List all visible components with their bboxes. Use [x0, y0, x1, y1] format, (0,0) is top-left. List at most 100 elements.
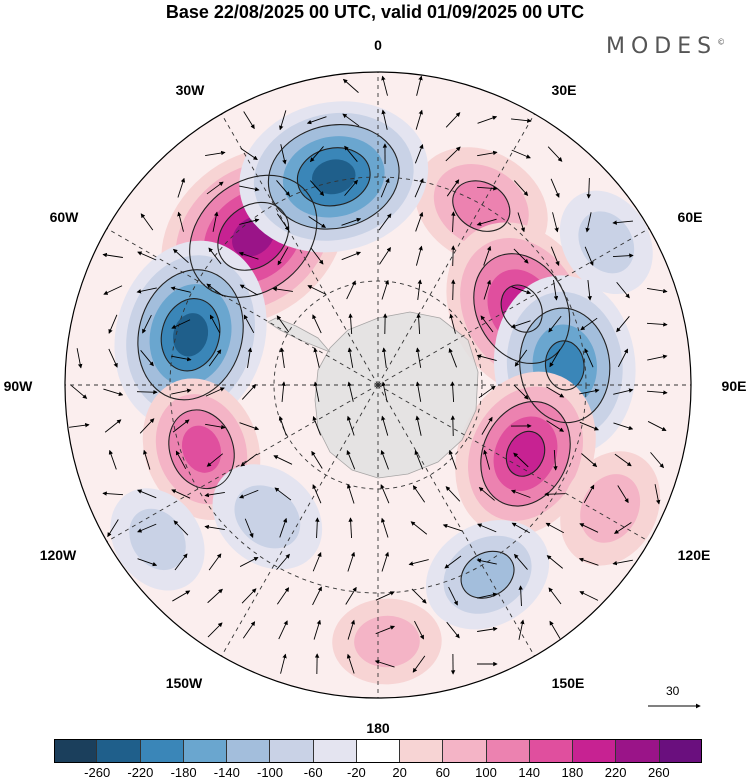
wind-arrow	[514, 553, 528, 570]
wind-arrow	[414, 450, 424, 470]
wind-arrow	[477, 115, 498, 124]
wind-arrow	[346, 483, 355, 504]
label-lon-30e: 30E	[552, 82, 577, 98]
wind-arrow	[415, 211, 424, 232]
wind-arrow	[205, 387, 225, 397]
wind-arrow	[414, 620, 424, 640]
wind-arrow	[276, 315, 290, 333]
wind-arrow	[480, 315, 494, 333]
wind-arrow	[613, 422, 634, 431]
wind-arrow	[381, 347, 387, 368]
wind-arrow	[478, 487, 495, 501]
label-lon-120w: 120W	[40, 547, 77, 563]
wind-arrow	[209, 314, 221, 334]
wind-arrow	[616, 315, 630, 333]
contour-line	[544, 340, 585, 391]
anomaly-level	[181, 425, 222, 473]
wind-arrow	[208, 349, 222, 367]
wind-arrow	[410, 521, 428, 535]
anomaly-neg-60w-90w	[114, 240, 267, 429]
wind-arrow	[207, 622, 223, 638]
colorbar-swatch	[313, 739, 357, 763]
wind-arrow	[137, 523, 157, 533]
wind-arrow	[312, 314, 322, 334]
wind-arrow	[140, 213, 154, 231]
wind-arrow	[650, 452, 664, 469]
wind-arrow	[448, 586, 458, 606]
wind-arrow	[581, 453, 598, 468]
wind-arrow	[477, 523, 497, 533]
wind-arrow	[448, 347, 457, 368]
colorbar	[54, 739, 702, 763]
wind-arrow	[175, 450, 187, 470]
wind-arrow	[312, 415, 322, 436]
wind-arrow	[204, 491, 225, 498]
wind-arrow	[415, 245, 423, 266]
wind-arrow	[481, 416, 493, 435]
wind-arrow	[412, 655, 426, 673]
wind-arrow	[549, 349, 561, 368]
label-lon-30w: 30W	[176, 82, 206, 98]
wind-arrow	[247, 347, 253, 368]
colorbar-tick-label: -260	[84, 765, 111, 780]
wind-arrow	[579, 421, 599, 431]
wind-arrow	[510, 489, 531, 498]
wind-arrow	[416, 75, 423, 96]
wind-arrow	[513, 180, 529, 196]
contour-line	[267, 123, 400, 230]
wind-arrow	[239, 284, 258, 296]
wind-arrow	[375, 625, 395, 635]
wind-arrow	[545, 522, 564, 534]
wind-arrow	[415, 415, 422, 436]
wind-arrow	[273, 455, 293, 465]
wind-arrow	[313, 619, 321, 640]
wind-arrow	[511, 118, 532, 123]
wind-arrow	[380, 484, 390, 504]
wind-arrow	[584, 246, 594, 266]
colorbar-swatch	[183, 739, 228, 763]
wind-arrow	[312, 586, 322, 606]
wind-arrow	[412, 485, 426, 503]
colorbar-swatch	[616, 739, 660, 763]
wind-arrow	[612, 220, 633, 225]
wind-arrow	[278, 620, 288, 640]
wind-arrow	[579, 591, 599, 601]
wind-arrow	[483, 449, 491, 470]
wind-arrow	[647, 421, 667, 431]
contour-line	[168, 409, 235, 490]
colorbar-tick-label: -180	[170, 765, 197, 780]
contour-line	[296, 147, 371, 207]
wind-arrow	[346, 280, 356, 300]
wind-arrow	[374, 659, 395, 668]
wind-arrow	[613, 522, 632, 534]
wind-arrow	[546, 386, 565, 398]
wind-arrow	[580, 317, 598, 331]
wind-arrow	[276, 180, 290, 197]
colorbar-swatch	[529, 739, 574, 763]
wind-arrow	[309, 146, 324, 163]
colorbar-swatch	[54, 739, 98, 763]
wind-arrow	[344, 179, 358, 196]
wind-arrow	[549, 620, 561, 639]
wind-arrow	[139, 418, 155, 434]
wind-arrow	[342, 113, 360, 127]
wind-arrow	[477, 626, 498, 632]
wind-arrow	[279, 347, 285, 368]
colorbar-swatch	[443, 739, 487, 763]
wind-arrow	[416, 313, 421, 335]
wind-arrow	[136, 389, 158, 395]
colorbar-tick-label: -220	[127, 765, 154, 780]
colorbar-tick-label: -60	[303, 765, 323, 780]
wind-arrow	[380, 517, 389, 538]
wind-arrow	[172, 590, 191, 602]
wind-arrow	[346, 653, 355, 674]
wind-arrow	[483, 279, 492, 300]
wind-arrow	[408, 559, 429, 566]
wind-arrow	[312, 552, 322, 572]
wind-arrow	[381, 75, 388, 96]
brand-text: MODES	[606, 34, 718, 59]
colorbar-tick-label: 60	[435, 765, 451, 780]
wind-arrow	[306, 116, 327, 125]
wind-arrow	[647, 287, 668, 294]
